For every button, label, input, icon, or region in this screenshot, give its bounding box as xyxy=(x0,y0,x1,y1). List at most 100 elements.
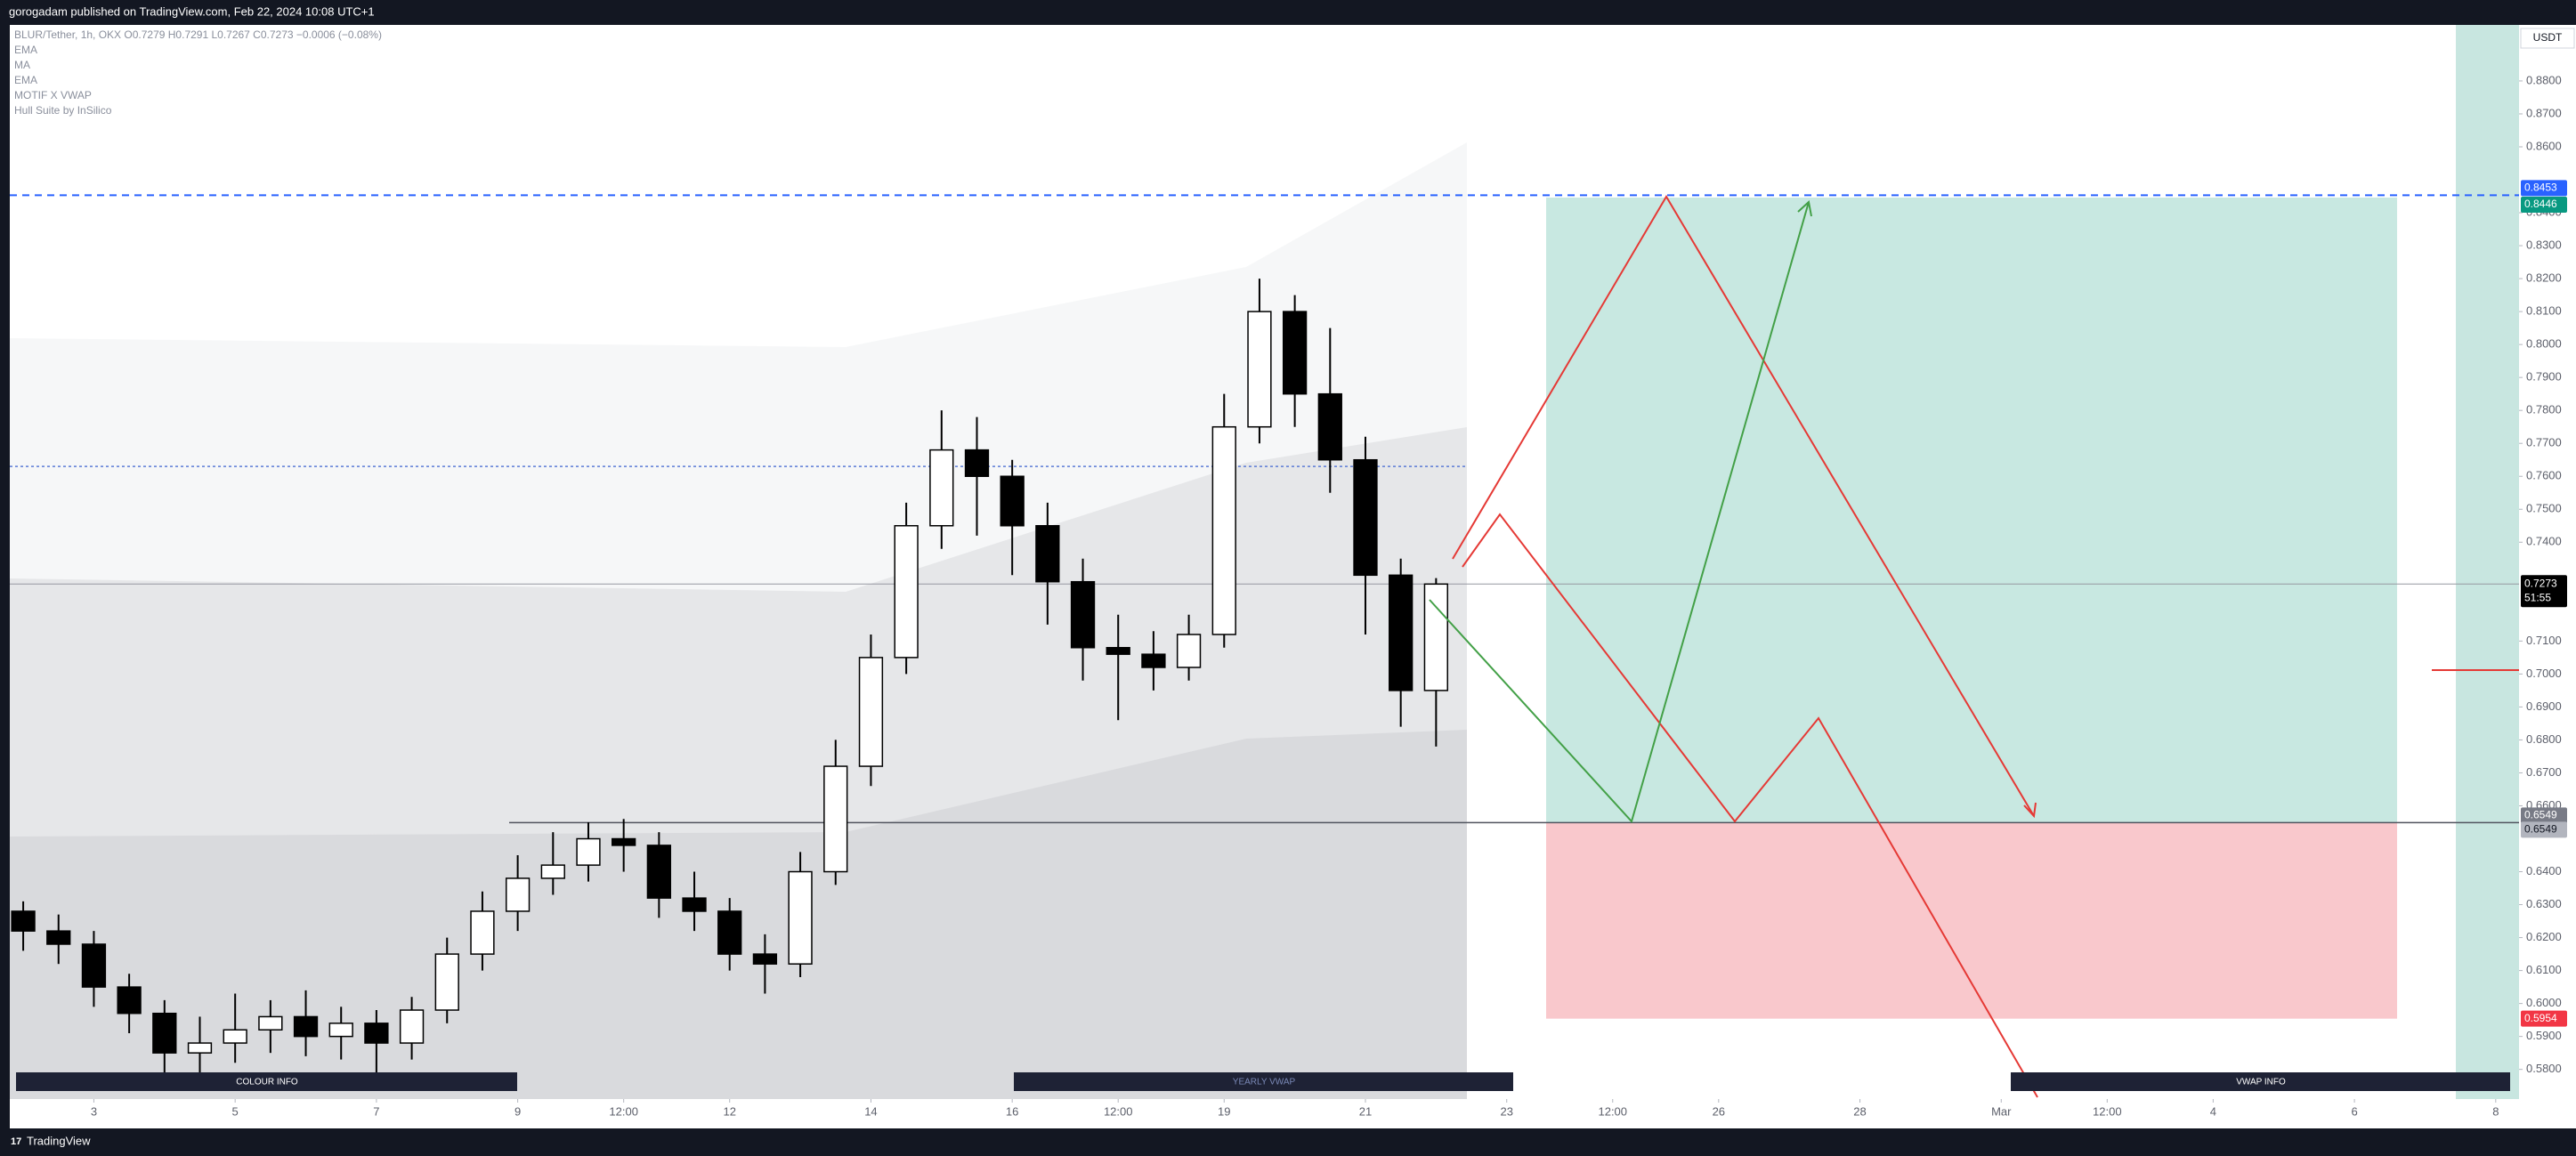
y-tick-label: 0.6200 xyxy=(2526,930,2562,943)
price-tag-label: 0.6549 xyxy=(2524,823,2557,836)
candle-body xyxy=(1106,647,1130,655)
candle-body xyxy=(505,877,531,912)
x-tick-label: 19 xyxy=(1218,1104,1230,1118)
candle-body xyxy=(81,943,107,988)
currency-box xyxy=(2520,28,2575,49)
candle-body xyxy=(682,897,707,912)
x-tick-label: Mar xyxy=(1991,1104,2012,1118)
candle-body xyxy=(152,1012,177,1054)
legend-line: MOTIF X VWAP xyxy=(14,89,92,101)
candle-body xyxy=(223,1029,247,1044)
candle-body xyxy=(1389,574,1414,691)
countdown: 51:55 xyxy=(2524,591,2551,603)
candle-body xyxy=(1141,653,1166,668)
candle-body xyxy=(964,449,990,477)
candle-body xyxy=(364,1023,389,1044)
legend-line: EMA xyxy=(14,44,37,56)
candle-body xyxy=(1211,425,1236,635)
x-tick-label: 8 xyxy=(2492,1104,2499,1118)
candle-body xyxy=(1423,583,1449,691)
candle-body xyxy=(1000,475,1025,527)
y-tick-label: 0.7400 xyxy=(2526,535,2562,548)
x-tick-label: 16 xyxy=(1006,1104,1018,1118)
legend-line: MA xyxy=(14,59,30,71)
x-tick-label: 12:00 xyxy=(1104,1104,1133,1118)
candle-body xyxy=(1317,392,1342,461)
info-label: COLOUR INFO xyxy=(236,1078,298,1087)
candle-body xyxy=(117,986,142,1015)
price-tag xyxy=(2521,807,2567,824)
candle-body xyxy=(399,1009,425,1044)
footer-bar xyxy=(0,1128,2576,1156)
x-tick-label: 23 xyxy=(1500,1104,1512,1118)
arrow-head xyxy=(1797,200,1812,217)
footer-brand: TradingView xyxy=(27,1134,91,1147)
y-tick-label: 0.8200 xyxy=(2526,271,2562,285)
y-tick-label: 0.6400 xyxy=(2526,864,2562,877)
projection-line xyxy=(1462,513,2038,1098)
x-tick-label: 14 xyxy=(864,1104,877,1118)
header-text: gorogadam published on TradingView.com, … xyxy=(9,4,375,18)
price-tag xyxy=(2521,180,2567,197)
candle-body xyxy=(894,525,919,659)
candle-body xyxy=(11,910,36,932)
candle-body xyxy=(612,837,636,846)
x-tick-label: 26 xyxy=(1713,1104,1725,1118)
y-tick-label: 0.8600 xyxy=(2526,139,2562,152)
y-tick-label: 0.7800 xyxy=(2526,403,2562,416)
info-box xyxy=(2011,1072,2510,1091)
candle-body xyxy=(576,837,601,866)
price-tag-label: 0.6549 xyxy=(2524,809,2557,821)
session-band xyxy=(2456,25,2519,1099)
candle-body xyxy=(434,953,459,1011)
candle-body xyxy=(1353,458,1378,577)
y-tick-label: 0.6900 xyxy=(2526,699,2562,713)
y-tick-label: 0.8800 xyxy=(2526,73,2562,86)
x-tick-label: 5 xyxy=(232,1104,239,1118)
y-tick-label: 0.7700 xyxy=(2526,436,2562,449)
profit-zone xyxy=(1546,198,2397,823)
candle-body xyxy=(46,930,71,945)
y-tick-label: 0.6700 xyxy=(2526,765,2562,779)
x-tick-label: 3 xyxy=(91,1104,97,1118)
loss-zone xyxy=(1546,822,2397,1019)
candle-body xyxy=(1070,580,1096,649)
projection-line xyxy=(1452,195,2035,817)
candle-body xyxy=(470,910,495,955)
y-tick-label: 0.8700 xyxy=(2526,106,2562,119)
currency: USDT xyxy=(2533,31,2563,44)
x-tick-label: 12:00 xyxy=(1598,1104,1627,1118)
candle-body xyxy=(717,910,742,955)
candle-body xyxy=(328,1023,353,1038)
price-tag-label: 0.5954 xyxy=(2524,1012,2557,1024)
x-tick-label: 7 xyxy=(373,1104,379,1118)
y-tick-label: 0.7500 xyxy=(2526,502,2562,515)
y-tick-label: 0.5900 xyxy=(2526,1029,2562,1042)
candle-body xyxy=(258,1015,283,1031)
x-tick-label: 28 xyxy=(1853,1104,1866,1118)
y-tick-label: 0.7900 xyxy=(2526,370,2562,384)
y-tick-label: 0.8100 xyxy=(2526,304,2562,318)
last-price-label: 0.7273 xyxy=(2524,577,2557,589)
y-tick-label: 0.8300 xyxy=(2526,238,2562,252)
y-tick-label: 0.5800 xyxy=(2526,1062,2562,1075)
x-tick-label: 21 xyxy=(1359,1104,1372,1118)
y-tick-label: 0.7000 xyxy=(2526,667,2562,680)
candle-body xyxy=(858,657,884,767)
projection-line xyxy=(1429,201,1810,823)
x-tick-label: 12:00 xyxy=(609,1104,638,1118)
footer-logo: 17 xyxy=(11,1136,21,1147)
candle-body xyxy=(187,1042,213,1054)
y-tick-label: 0.6000 xyxy=(2526,996,2562,1009)
price-tag xyxy=(2521,1010,2567,1027)
info-box xyxy=(1014,1072,1513,1091)
price-tag xyxy=(2521,821,2567,838)
header-bar xyxy=(0,0,2576,25)
info-label: VWAP INFO xyxy=(2236,1078,2286,1087)
y-tick-label: 0.7100 xyxy=(2526,634,2562,647)
price-tag xyxy=(2521,197,2567,214)
x-tick-label: 4 xyxy=(2210,1104,2216,1118)
candle-body xyxy=(1035,525,1060,583)
x-tick-label: 6 xyxy=(2351,1104,2357,1118)
